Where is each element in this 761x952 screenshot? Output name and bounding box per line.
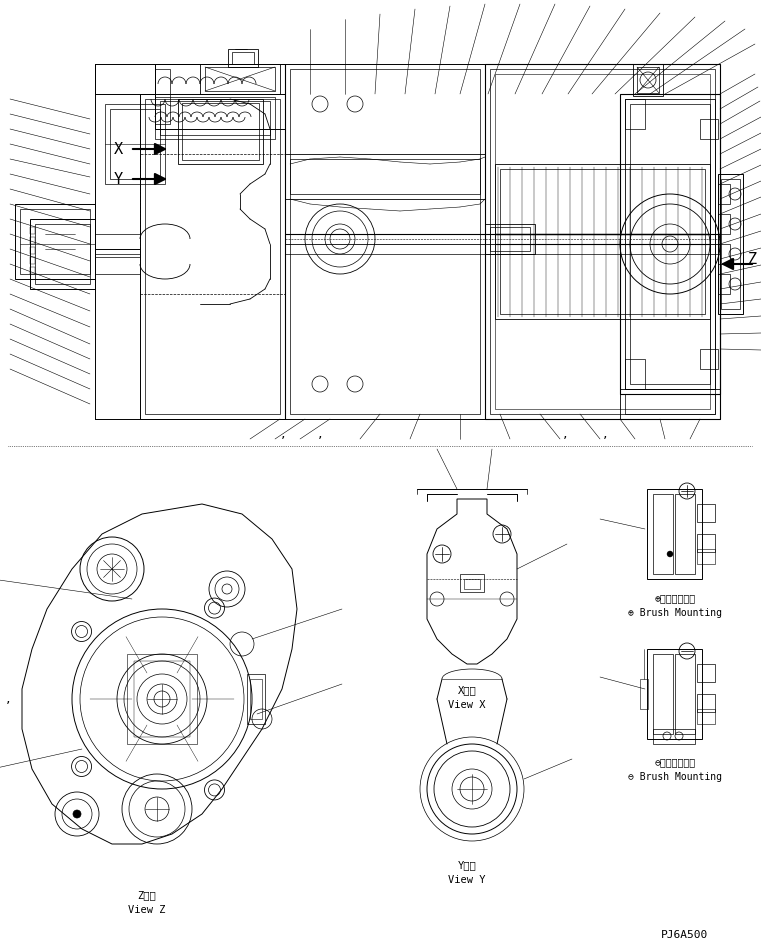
Bar bbox=[140, 155, 285, 295]
Bar bbox=[290, 69, 480, 414]
Bar bbox=[464, 580, 480, 589]
Bar bbox=[633, 65, 663, 97]
Bar bbox=[637, 68, 659, 94]
Text: X: X bbox=[113, 143, 123, 157]
Bar bbox=[30, 258, 35, 265]
Bar bbox=[625, 394, 715, 414]
Bar bbox=[697, 549, 715, 565]
Polygon shape bbox=[22, 505, 297, 844]
Bar bbox=[290, 160, 480, 195]
Bar bbox=[647, 489, 702, 580]
Text: Z　視: Z 視 bbox=[138, 889, 156, 899]
Circle shape bbox=[427, 744, 517, 834]
Text: Z: Z bbox=[748, 252, 757, 268]
Bar bbox=[700, 120, 718, 140]
Circle shape bbox=[667, 551, 673, 558]
Text: ⊕ブラシ取付法: ⊕ブラシ取付法 bbox=[654, 592, 696, 603]
Circle shape bbox=[73, 810, 81, 818]
Bar bbox=[500, 169, 705, 315]
Bar bbox=[697, 664, 715, 683]
Text: ⊖ブラシ取付法: ⊖ブラシ取付法 bbox=[654, 756, 696, 766]
Bar bbox=[630, 105, 710, 385]
Bar bbox=[718, 175, 743, 315]
Text: ,: , bbox=[562, 429, 568, 440]
Bar bbox=[178, 100, 263, 165]
Bar bbox=[105, 105, 165, 185]
Text: Y　視: Y 視 bbox=[457, 859, 476, 869]
Text: View X: View X bbox=[448, 700, 486, 709]
Bar bbox=[697, 709, 715, 724]
Bar bbox=[490, 69, 715, 414]
Bar bbox=[140, 95, 285, 420]
Bar bbox=[232, 53, 254, 65]
Bar bbox=[145, 100, 280, 414]
Bar bbox=[718, 185, 730, 205]
Text: ⊖ Brush Mounting: ⊖ Brush Mounting bbox=[628, 771, 722, 782]
Bar bbox=[30, 220, 95, 289]
Bar bbox=[228, 50, 258, 68]
Bar bbox=[640, 680, 648, 709]
Bar bbox=[127, 654, 197, 744]
Bar bbox=[460, 574, 484, 592]
Bar bbox=[625, 100, 645, 129]
Bar bbox=[675, 494, 695, 574]
Bar bbox=[718, 275, 730, 295]
Bar bbox=[20, 209, 90, 275]
Bar bbox=[134, 662, 190, 737]
Bar bbox=[30, 248, 35, 255]
Bar bbox=[697, 505, 715, 523]
Text: ,: , bbox=[279, 429, 286, 440]
Polygon shape bbox=[427, 500, 517, 664]
Bar bbox=[200, 65, 280, 95]
Bar bbox=[490, 228, 530, 251]
Bar bbox=[625, 360, 645, 389]
Bar bbox=[675, 654, 695, 734]
Text: ,: , bbox=[5, 694, 11, 704]
Text: X　視: X 視 bbox=[457, 684, 476, 694]
Bar bbox=[285, 155, 485, 200]
Bar bbox=[182, 104, 259, 161]
Bar bbox=[495, 75, 710, 409]
Text: ⊕ Brush Mounting: ⊕ Brush Mounting bbox=[628, 607, 722, 617]
Bar bbox=[160, 102, 270, 136]
Bar bbox=[250, 680, 262, 720]
Text: PJ6A500: PJ6A500 bbox=[661, 929, 708, 939]
Bar bbox=[30, 228, 35, 235]
Bar bbox=[485, 225, 535, 255]
Bar bbox=[653, 654, 673, 734]
Text: Y: Y bbox=[113, 172, 123, 188]
Bar bbox=[30, 268, 35, 275]
Bar bbox=[718, 245, 730, 265]
Bar bbox=[697, 534, 715, 552]
Bar bbox=[155, 65, 285, 129]
Bar bbox=[700, 349, 718, 369]
Bar bbox=[155, 98, 275, 140]
Text: ,: , bbox=[317, 429, 323, 440]
Bar bbox=[285, 65, 485, 420]
Bar bbox=[653, 494, 673, 574]
Bar bbox=[620, 389, 720, 420]
Bar bbox=[620, 95, 720, 394]
Bar bbox=[30, 238, 35, 245]
Bar bbox=[721, 180, 740, 309]
Bar bbox=[653, 729, 695, 744]
Text: ,: , bbox=[602, 429, 608, 440]
Bar bbox=[647, 649, 702, 739]
Bar bbox=[485, 65, 720, 420]
Bar bbox=[110, 109, 160, 180]
Text: View Z: View Z bbox=[129, 904, 166, 914]
Bar bbox=[625, 100, 715, 389]
Bar bbox=[35, 225, 90, 285]
Bar bbox=[205, 68, 275, 92]
Bar bbox=[495, 165, 710, 320]
Bar bbox=[15, 205, 95, 280]
Bar bbox=[155, 69, 170, 125]
Bar bbox=[697, 694, 715, 712]
Bar bbox=[718, 215, 730, 235]
Text: View Y: View Y bbox=[448, 874, 486, 884]
Bar bbox=[247, 674, 265, 724]
